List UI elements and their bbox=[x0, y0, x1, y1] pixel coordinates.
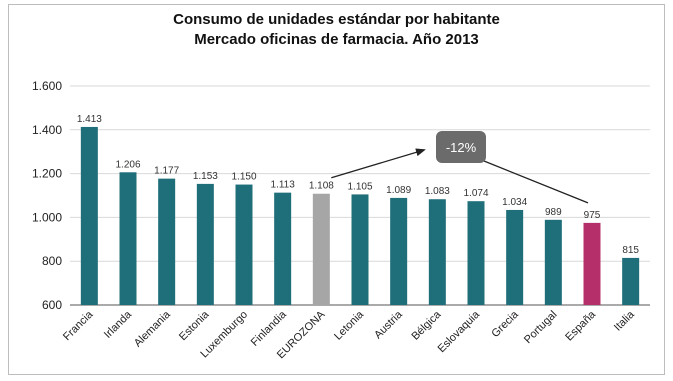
annotation-box bbox=[436, 131, 486, 163]
bar bbox=[274, 192, 292, 305]
value-label: 1.034 bbox=[502, 197, 527, 208]
bar bbox=[80, 126, 98, 305]
chart-title-line-1: Consumo de unidades estándar por habitan… bbox=[173, 11, 500, 28]
x-tick-label: Alemania bbox=[132, 308, 174, 350]
value-label: 1.083 bbox=[425, 186, 450, 197]
bar bbox=[583, 222, 601, 305]
value-label: 1.413 bbox=[77, 114, 102, 125]
bar bbox=[506, 209, 524, 305]
bar bbox=[467, 201, 485, 305]
bar bbox=[312, 193, 330, 305]
y-tick-label: 1.200 bbox=[32, 167, 62, 181]
x-tick-label: Letonia bbox=[332, 308, 367, 343]
value-label: 1.089 bbox=[386, 185, 411, 196]
y-axis: 600 800 1.000 1.200 1.400 1.600 bbox=[32, 79, 62, 312]
value-label: 1.150 bbox=[231, 172, 256, 183]
bar bbox=[622, 257, 640, 305]
value-labels: 1.413 1.206 1.177 1.153 1.150 1.113 1.108 1.105… bbox=[77, 114, 640, 256]
x-tick-label: Portugal bbox=[522, 309, 559, 346]
value-label: 1.206 bbox=[115, 159, 140, 170]
annotation-text: -12% bbox=[446, 140, 477, 155]
value-label: 1.108 bbox=[309, 181, 334, 192]
y-tick-label: 1.000 bbox=[32, 210, 62, 224]
value-label: 1.113 bbox=[271, 180, 296, 191]
x-tick-label: Francia bbox=[61, 308, 96, 343]
value-label: 975 bbox=[584, 210, 601, 221]
value-label: 815 bbox=[622, 245, 639, 256]
x-tick-label: Irlanda bbox=[102, 308, 135, 341]
x-tick-label: Italia bbox=[612, 308, 638, 334]
value-label: 1.177 bbox=[154, 166, 179, 177]
y-tick-label: 1.600 bbox=[32, 79, 62, 93]
bar bbox=[544, 219, 562, 305]
bar bbox=[428, 199, 446, 305]
value-label: 1.153 bbox=[193, 171, 218, 182]
bars bbox=[80, 126, 640, 305]
bar bbox=[351, 194, 369, 305]
value-label: 1.074 bbox=[463, 188, 488, 199]
y-tick-label: 1.400 bbox=[32, 123, 62, 137]
x-tick-label: Finlandia bbox=[249, 308, 290, 349]
x-tick-label: Eslovaquia bbox=[436, 308, 483, 355]
chart-title: Consumo de unidades estándar por habitan… bbox=[0, 10, 673, 50]
bar bbox=[390, 197, 408, 305]
bar bbox=[158, 178, 176, 305]
y-tick-label: 800 bbox=[42, 254, 62, 268]
chart-title-line-2: Mercado oficinas de farmacia. Año 2013 bbox=[194, 31, 479, 48]
x-tick-label: Grecia bbox=[489, 308, 521, 340]
bar bbox=[235, 184, 253, 305]
value-label: 1.105 bbox=[347, 181, 372, 192]
x-tick-label: Bélgica bbox=[409, 308, 444, 343]
annotation-arrow bbox=[331, 148, 426, 179]
y-tick-label: 600 bbox=[42, 298, 62, 312]
bar bbox=[196, 183, 214, 305]
x-tick-label: Estonia bbox=[177, 308, 212, 343]
annotation-arrow-line bbox=[483, 160, 589, 204]
x-tick-label: España bbox=[563, 308, 598, 343]
x-tick-label: Austria bbox=[372, 308, 405, 341]
value-label: 989 bbox=[545, 207, 562, 218]
bar bbox=[119, 172, 137, 305]
annotation: -12% bbox=[331, 131, 589, 204]
